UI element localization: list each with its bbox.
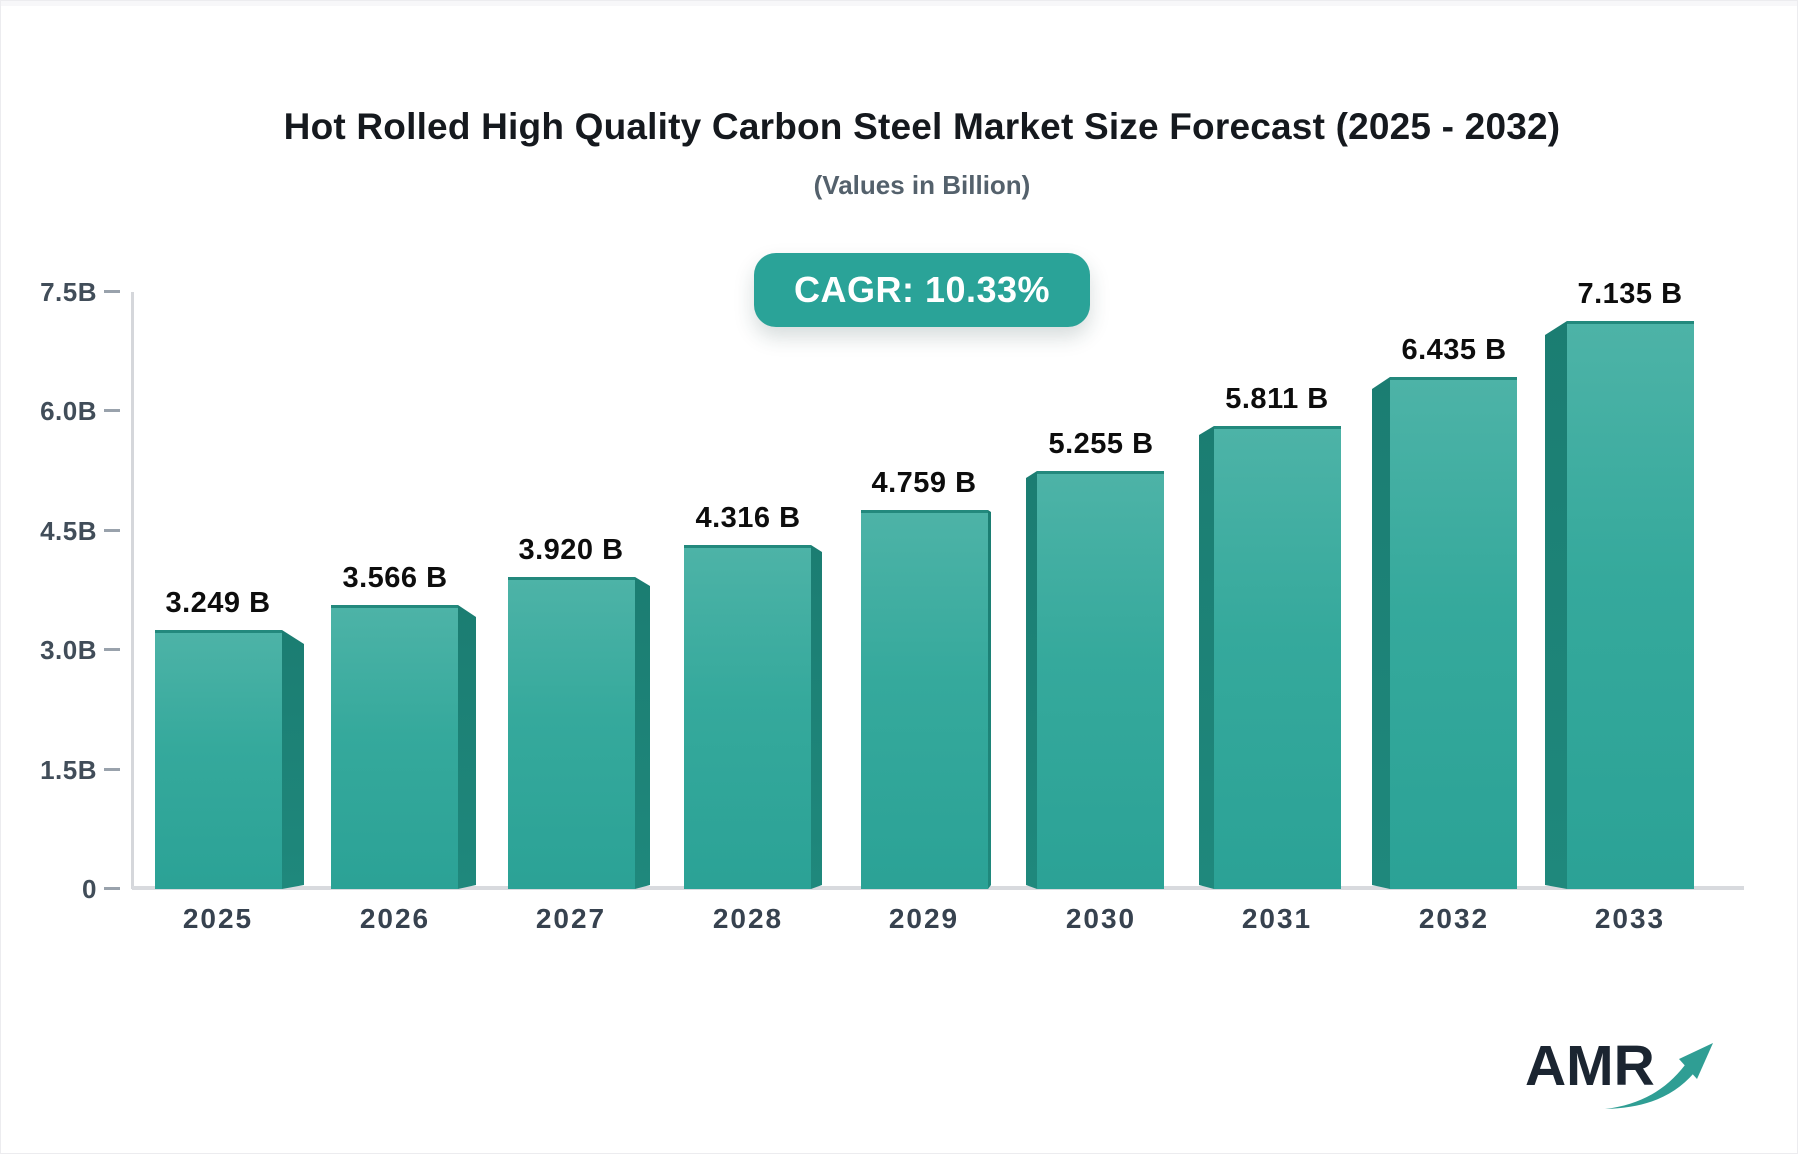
- bar-value-label-2028: 4.316 B: [695, 502, 801, 534]
- x-axis-label-2029: 2029: [888, 903, 960, 934]
- amr-logo-text: AMR: [1525, 1034, 1655, 1098]
- y-axis-tick-1.5B: [104, 768, 120, 771]
- bar-value-label-2030: 5.255 B: [1048, 428, 1154, 460]
- x-axis-label-2030: 2030: [1065, 903, 1137, 934]
- bar-value-label-2025: 3.249 B: [165, 587, 271, 619]
- y-axis-label-4.5B: 4.5B: [40, 516, 97, 546]
- bar-side-2028: [811, 545, 822, 889]
- cagr-badge-row: CAGR: 10.33%: [1, 253, 1797, 327]
- bar-value-label-2031: 5.811 B: [1225, 383, 1329, 415]
- bar-2031: [1214, 426, 1341, 889]
- y-axis-label-7.5B: 7.5B: [40, 277, 97, 307]
- chart-subtitle: (Values in Billion): [813, 170, 1031, 200]
- y-axis-label-3.0B: 3.0B: [40, 635, 97, 665]
- bar-value-label-2029: 4.759 B: [871, 467, 977, 499]
- y-axis-tick-4.5B: [104, 529, 120, 532]
- x-axis-label-2033: 2033: [1594, 903, 1666, 934]
- bar-side-2033: [1545, 321, 1567, 889]
- bar-2026: [331, 605, 458, 889]
- y-axis-tick-0: [104, 887, 120, 890]
- bar-2033: [1567, 321, 1694, 889]
- y-axis-tick-7.5B: [104, 290, 120, 293]
- bar-2032: [1390, 377, 1517, 889]
- y-axis-label-1.5B: 1.5B: [40, 755, 97, 785]
- bar-2027: [508, 577, 635, 889]
- bar-side-2026: [458, 605, 476, 889]
- chart-title: Hot Rolled High Quality Carbon Steel Mar…: [283, 106, 1561, 147]
- x-axis-label-2028: 2028: [712, 903, 784, 934]
- bar-side-2031: [1199, 426, 1214, 889]
- bar-2029: [861, 510, 988, 889]
- x-axis-label-2031: 2031: [1241, 903, 1313, 934]
- bar-side-2025: [282, 630, 304, 889]
- x-axis-label-2026: 2026: [359, 903, 431, 934]
- page-top-strip: [1, 1, 1797, 6]
- growth-arrow-icon: [1605, 1043, 1713, 1109]
- bar-value-label-2032: 6.435 B: [1401, 334, 1507, 366]
- bar-value-label-2027: 3.920 B: [518, 534, 624, 566]
- bar-value-label-2026: 3.566 B: [342, 562, 448, 594]
- y-axis-tick-3.0B: [104, 648, 120, 651]
- amr-logo: AMR: [1525, 1035, 1715, 1125]
- cagr-badge: CAGR: 10.33%: [753, 253, 1091, 327]
- x-axis-label-2027: 2027: [535, 903, 607, 934]
- bar-2025: [155, 630, 282, 889]
- bar-side-2029: [988, 510, 991, 889]
- y-axis-label-0: 0: [82, 874, 97, 904]
- bar-2030: [1037, 471, 1164, 889]
- y-axis-tick-6.0B: [104, 409, 120, 412]
- bar-side-2032: [1372, 377, 1390, 889]
- x-axis-label-2032: 2032: [1418, 903, 1490, 934]
- y-axis-line: [131, 292, 134, 889]
- x-axis-label-2025: 2025: [182, 903, 254, 934]
- bar-side-2027: [635, 577, 650, 889]
- bar-2028: [684, 545, 811, 889]
- bar-side-2030: [1026, 471, 1037, 889]
- bar-value-label-2033: 7.135 B: [1577, 278, 1683, 310]
- y-axis-label-6.0B: 6.0B: [40, 396, 97, 426]
